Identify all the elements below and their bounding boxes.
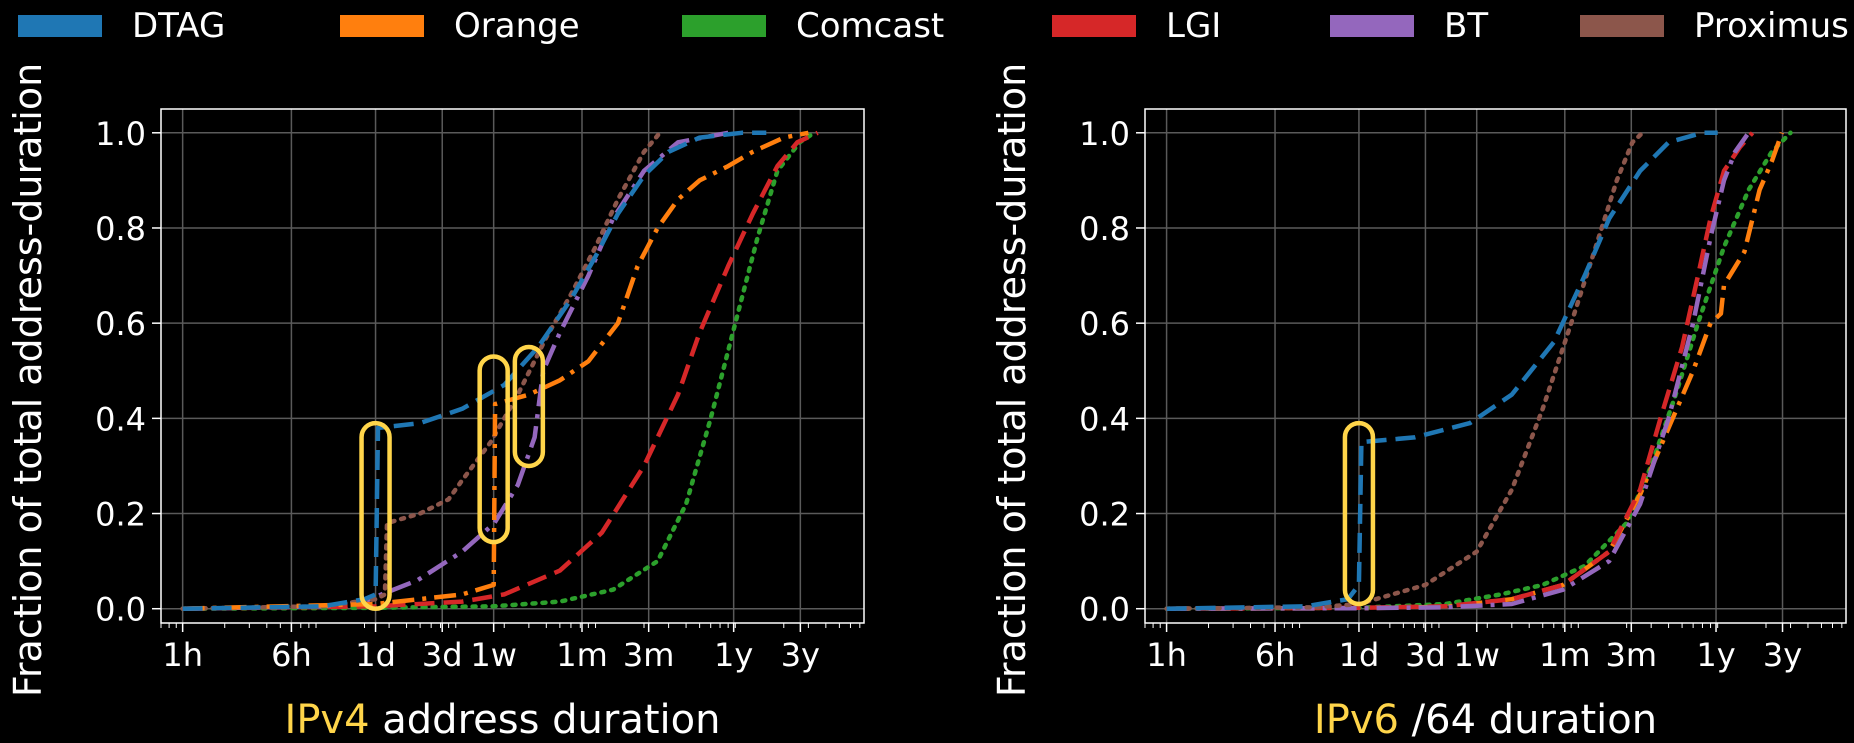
series-line-orange (182, 130, 809, 611)
x-tick-label: 1d (355, 636, 396, 674)
chart-2: 1h 6h 1d 3d 1w 1m 3m 1y 3y 0.0 0.2 0.4 0.6 0.8 1.0 Frac… (990, 63, 1847, 743)
series-line-bt (182, 130, 729, 611)
y-tick-label: 0.4 (95, 400, 146, 438)
legend-label: DTAG (132, 6, 226, 46)
x-tick-label: 3m (623, 636, 675, 674)
x-tick-label: 3d (1405, 636, 1446, 674)
x-tick-label: 1m (1539, 636, 1591, 674)
series-line-comcast (180, 130, 817, 611)
y-tick-label: 0.6 (95, 305, 146, 343)
x-axis-label: IPv4 address duration (285, 697, 721, 743)
x-tick-label: 3y (1763, 636, 1802, 674)
legend-label: LGI (1166, 6, 1222, 46)
y-tick-label: 1.0 (95, 115, 146, 153)
y-tick-label: 0.2 (95, 496, 146, 534)
x-tick-label: 1h (162, 636, 203, 674)
legend-label: Proximus (1694, 6, 1849, 46)
y-tick-label: 0.8 (1079, 210, 1130, 248)
legend-item-bt: BT (1330, 6, 1488, 46)
series-line-orange (1166, 132, 1785, 611)
legend-label: Comcast (796, 6, 945, 46)
x-axis-label-highlight: IPv6 (1314, 697, 1399, 743)
legend-item-proximus: Proximus (1580, 6, 1849, 46)
legend-item-lgi: LGI (1052, 6, 1221, 46)
y-axis-label: Fraction of total address-duration (6, 63, 50, 697)
x-axis-label: IPv6 /64 duration (1314, 697, 1657, 743)
legend: DTAG Orange Comcast LGI BT Proximus (0, 0, 1854, 56)
legend-item-orange: Orange (340, 6, 580, 46)
x-axis-label-text: /64 duration (1399, 697, 1657, 743)
highlight-box (1342, 420, 1376, 607)
x-tick-label: 1m (556, 636, 608, 674)
legend-swatch (18, 15, 102, 37)
x-tick-label: 3y (781, 636, 820, 674)
x-tick-label: 6h (271, 636, 312, 674)
y-tick-label: 0.0 (1079, 591, 1130, 629)
legend-swatch (1580, 15, 1664, 37)
legend-item-dtag: DTAG (18, 6, 225, 46)
legend-swatch (340, 15, 424, 37)
highlight-box (477, 354, 510, 545)
series-line-proximus (180, 130, 663, 611)
plot-frame (1144, 108, 1847, 624)
series-line-bt (1166, 131, 1751, 611)
highlight-box (359, 420, 392, 611)
x-tick-label: 1w (1453, 636, 1500, 674)
x-tick-label: 3d (422, 636, 463, 674)
y-tick-label: 0.4 (1079, 400, 1130, 438)
x-tick-label: 3m (1606, 636, 1658, 674)
highlight-box (512, 344, 546, 469)
y-tick-label: 0.0 (95, 591, 146, 629)
x-tick-label: 6h (1255, 636, 1296, 674)
legend-label: Orange (454, 6, 580, 46)
series-line-comcast (1164, 130, 1793, 611)
x-tick-label: 1y (1696, 636, 1735, 674)
legend-swatch (682, 15, 766, 37)
legend-label: BT (1444, 6, 1489, 46)
legend-item-comcast: Comcast (682, 6, 944, 46)
legend-swatch (1052, 15, 1136, 37)
x-axis-label-text: address duration (370, 697, 721, 743)
y-tick-label: 0.6 (1079, 305, 1130, 343)
series-line-dtag (1166, 130, 1718, 611)
series-line-proximus (1164, 130, 1645, 611)
series-line-lgi (1166, 131, 1755, 611)
series-line-lgi (182, 130, 819, 611)
x-tick-label: 1h (1146, 636, 1187, 674)
y-axis-label: Fraction of total address-duration (990, 63, 1034, 697)
chart-1: 1h 6h 1d 3d 1w 1m 3m 1y 3y 0.0 0.2 0.4 0.6 0.8 1.0 Frac… (6, 63, 865, 743)
plot-frame (160, 108, 865, 624)
x-tick-label: 1d (1339, 636, 1380, 674)
x-axis-label-highlight: IPv4 (285, 697, 370, 743)
legend-swatch (1330, 15, 1414, 37)
x-tick-label: 1w (470, 636, 517, 674)
y-tick-label: 1.0 (1079, 115, 1130, 153)
y-tick-label: 0.8 (95, 210, 146, 248)
series-line-dtag (182, 130, 767, 611)
x-tick-label: 1y (714, 636, 753, 674)
y-tick-label: 0.2 (1079, 496, 1130, 534)
